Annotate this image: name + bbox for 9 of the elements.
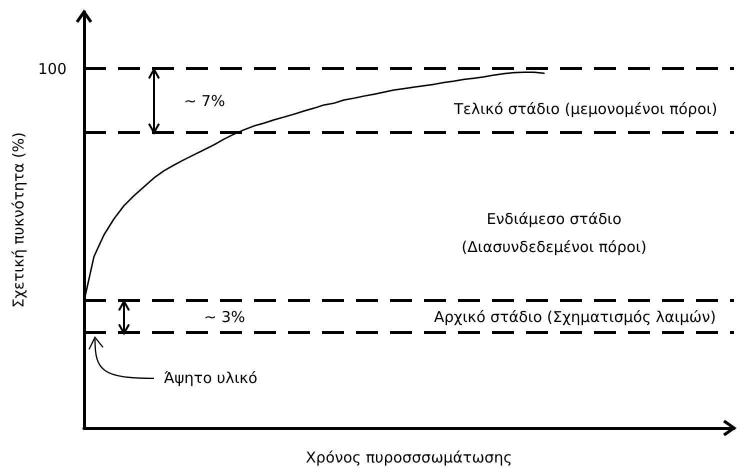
annotation: Άψητο υλικό [164,368,258,390]
x-axis-title: Χρόνος πυροσσσωμάτωσης [306,448,512,466]
annotation: Ενδιάμεσο στάδιο (Διασυνδεδεμένοι πόροι) [462,209,647,258]
annotation: Αρχικό στάδιο (Σχηματισμός λαιμών) [434,307,716,328]
annotation: ~ 3% [204,307,246,328]
y-axis-title: Σχετική πυκνότητα (%) [10,132,28,308]
annotation: Τελικό στάδιο (μεμονομένοι πόροι) [454,99,718,120]
text: 100 [38,59,67,80]
annotation: ~ 7% [184,91,226,112]
